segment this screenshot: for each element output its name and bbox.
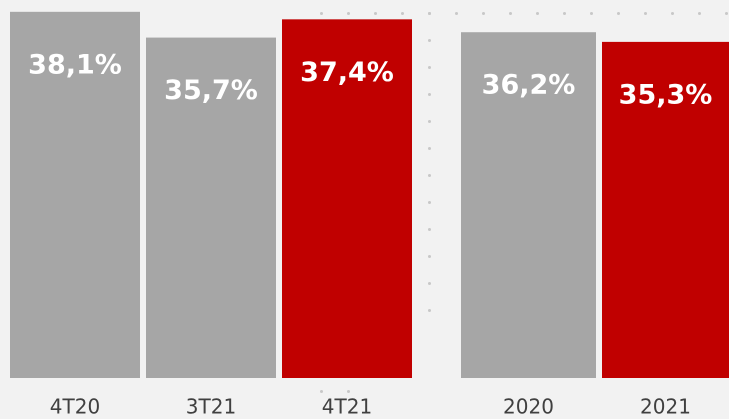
x-tick-label: 4T20 bbox=[50, 395, 100, 419]
x-tick-label: 3T21 bbox=[186, 395, 236, 419]
dot-row bbox=[318, 388, 350, 393]
dot-row bbox=[318, 10, 729, 15]
bar bbox=[461, 32, 596, 378]
value-label: 35,7% bbox=[164, 75, 258, 106]
value-label: 37,4% bbox=[300, 57, 394, 88]
value-label: 35,3% bbox=[619, 79, 713, 110]
bar bbox=[282, 19, 412, 378]
bar bbox=[146, 37, 276, 378]
x-tick-label: 2021 bbox=[640, 395, 691, 419]
bar bbox=[10, 11, 140, 378]
x-tick-label: 4T21 bbox=[322, 395, 372, 419]
x-tick-label: 2020 bbox=[503, 395, 554, 419]
bar bbox=[602, 41, 729, 379]
value-label: 36,2% bbox=[482, 70, 576, 101]
value-label: 38,1% bbox=[28, 49, 122, 80]
dot-column bbox=[426, 10, 431, 315]
